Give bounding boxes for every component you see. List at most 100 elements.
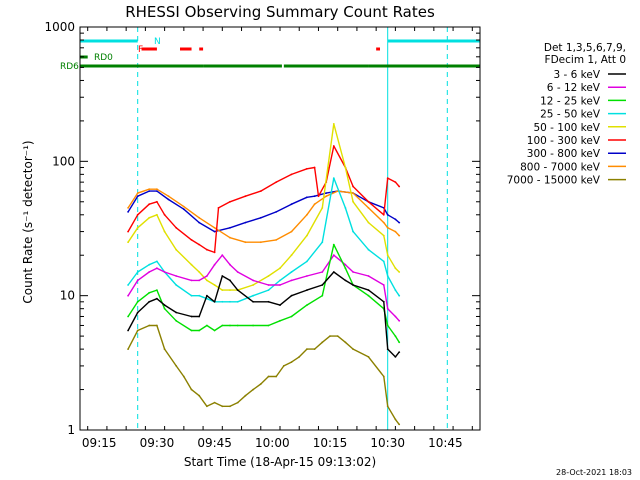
series-7-point-19 xyxy=(382,221,385,224)
series-0-point-5 xyxy=(175,311,178,314)
series-3-point-16 xyxy=(290,271,293,273)
series-1-point-26 xyxy=(398,319,401,322)
series-8-point-17 xyxy=(267,375,270,378)
series-3-point-1 xyxy=(136,271,139,273)
series-7-point-17 xyxy=(352,192,354,195)
series-3-point-20 xyxy=(344,207,347,209)
series-8-point-9 xyxy=(206,405,208,408)
series-6-point-11 xyxy=(275,211,278,213)
series-6-point-3 xyxy=(156,190,158,193)
series-4-point-5 xyxy=(175,248,178,251)
series-0-point-8 xyxy=(206,294,208,297)
series-8-point-5 xyxy=(175,365,178,367)
series-2-point-9 xyxy=(213,329,216,332)
series-0-point-24 xyxy=(386,348,389,350)
series-3-point-0 xyxy=(127,284,129,286)
series-8-point-19 xyxy=(282,365,285,367)
series-1-point-3 xyxy=(156,267,158,270)
series-4-point-18 xyxy=(321,207,324,209)
series-line-5 xyxy=(127,145,400,254)
series-7-point-1 xyxy=(136,192,139,195)
series-7-point-6 xyxy=(198,216,201,219)
series-6-point-15 xyxy=(325,192,328,195)
series-3-point-25 xyxy=(394,289,397,291)
series-0-point-17 xyxy=(306,289,308,291)
series-2-point-15 xyxy=(279,319,281,322)
series-0-point-7 xyxy=(198,315,201,318)
series-1-point-1 xyxy=(136,279,139,282)
x-tick-labels: 09:15 09:30 09:45 10:00 10:15 10:30 10:45 xyxy=(82,436,463,450)
series-2-point-8 xyxy=(206,324,208,327)
series-4-point-8 xyxy=(206,279,208,282)
series-1-point-13 xyxy=(252,279,255,282)
series-4-point-21 xyxy=(352,200,354,203)
series-8-point-24 xyxy=(321,341,324,344)
series-8-point-23 xyxy=(313,348,316,350)
series-8-point-8 xyxy=(198,394,201,397)
series-5-point-15 xyxy=(290,173,293,176)
series-5-point-25 xyxy=(386,177,389,180)
series-3-point-14 xyxy=(267,289,270,291)
series-8-point-15 xyxy=(252,388,255,391)
series-5-point-5 xyxy=(175,226,178,229)
series-0-point-0 xyxy=(127,329,129,332)
series-7-point-5 xyxy=(182,205,185,208)
series-3-point-26 xyxy=(398,294,401,297)
state-bar-label-rd6: RD6 xyxy=(60,62,79,72)
series-4-point-15 xyxy=(279,267,281,270)
series-4-point-0 xyxy=(127,241,129,244)
y-tick-label-0: 1 xyxy=(67,423,75,437)
chart-title: RHESSI Observing Summary Count Rates xyxy=(125,3,435,21)
series-1-point-2 xyxy=(148,271,151,273)
series-1-point-17 xyxy=(306,275,308,277)
series-6-point-7 xyxy=(213,230,216,233)
legend: Det 1,3,5,6,7,9,FDecim 1, Att 0 3 - 6 keV… xyxy=(507,42,626,187)
series-8-point-33 xyxy=(398,423,401,426)
series-8-point-6 xyxy=(182,375,185,378)
series-1-point-19 xyxy=(332,254,335,257)
series-3-point-3 xyxy=(156,260,158,263)
series-5-point-18 xyxy=(317,195,320,198)
series-8-point-22 xyxy=(306,348,308,350)
legend-entry-label-1: 6 - 12 keV xyxy=(547,82,601,94)
plot-area xyxy=(79,27,480,430)
series-1-point-22 xyxy=(367,275,370,277)
series-1-point-4 xyxy=(163,271,166,273)
x-tick-label-3: 10:00 xyxy=(255,436,290,450)
series-5-point-0 xyxy=(127,230,129,233)
series-7-point-14 xyxy=(313,203,316,206)
series-5-point-8 xyxy=(206,248,208,251)
x-tick-label-6: 10:45 xyxy=(428,436,463,450)
series-1-point-10 xyxy=(221,254,224,257)
series-8-point-7 xyxy=(190,388,193,391)
series-8-point-25 xyxy=(329,335,331,337)
series-8-point-32 xyxy=(394,418,397,421)
series-0-point-12 xyxy=(236,289,239,291)
series-5-point-23 xyxy=(367,200,370,203)
series-3-point-7 xyxy=(198,294,201,297)
series-3-point-15 xyxy=(279,279,281,282)
series-7-point-4 xyxy=(167,195,170,198)
series-2-point-26 xyxy=(398,341,401,344)
series-5-point-1 xyxy=(136,213,139,216)
series-2-point-22 xyxy=(367,294,370,297)
x-axis-label: Start Time (18-Apr-15 09:13:02) xyxy=(184,455,376,469)
series-4-point-6 xyxy=(190,263,193,266)
legend-entry-label-5: 100 - 300 keV xyxy=(527,135,601,147)
series-3-point-11 xyxy=(229,300,231,303)
series-7-point-12 xyxy=(290,230,293,233)
series-7-point-21 xyxy=(394,230,397,233)
series-1-point-16 xyxy=(290,279,293,282)
series-6-point-13 xyxy=(306,196,308,199)
state-bars: N F RD0 RD6 xyxy=(60,37,480,72)
series-8-point-11 xyxy=(221,405,224,408)
series-5-point-10 xyxy=(217,207,220,209)
legend-entry-label-8: 7000 - 15000 keV xyxy=(507,175,601,187)
series-0-point-9 xyxy=(213,300,216,303)
legend-entry-label-4: 50 - 100 keV xyxy=(533,122,600,134)
series-2-point-7 xyxy=(198,329,201,332)
series-6-point-20 xyxy=(386,213,389,216)
series-0-point-10 xyxy=(221,275,224,277)
series-6-point-2 xyxy=(148,190,151,193)
series-8-point-30 xyxy=(382,375,385,378)
